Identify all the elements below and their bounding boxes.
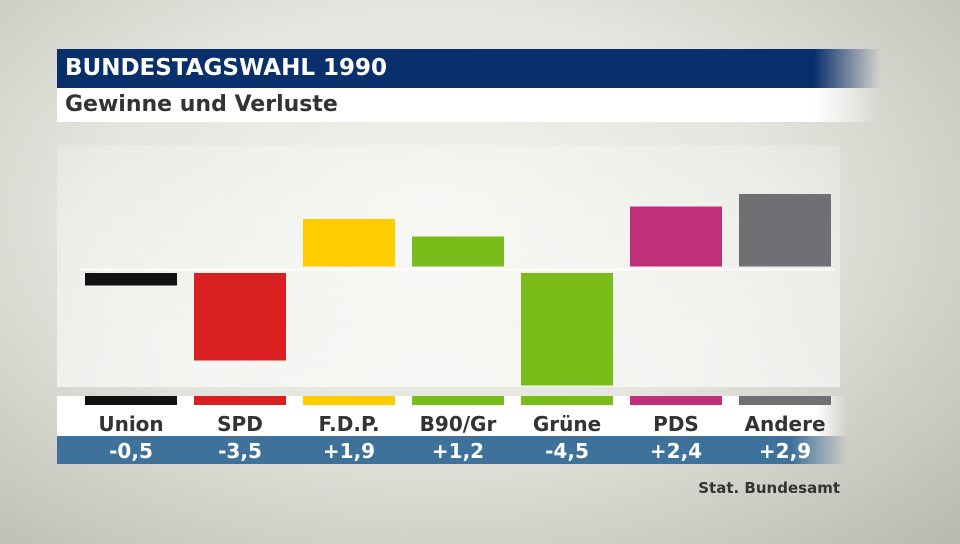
bar-3 (412, 236, 504, 267)
legend-swatch-6 (739, 396, 831, 405)
value-label: +2,4 (650, 439, 702, 463)
category-label: PDS (653, 412, 699, 436)
category-label: SPD (217, 412, 263, 436)
value-label: -3,5 (218, 439, 262, 463)
legend-swatch-3 (412, 396, 504, 405)
chart-title: BUNDESTAGSWAHL 1990 (57, 49, 880, 88)
legend-swatch-0 (85, 396, 177, 405)
legend-swatch-4 (521, 396, 613, 405)
bar-2 (303, 219, 395, 267)
value-band (57, 436, 847, 464)
category-label: F.D.P. (318, 412, 379, 436)
category-label: Grüne (533, 412, 601, 436)
value-label: +1,9 (323, 439, 375, 463)
category-label: Andere (744, 412, 825, 436)
bar-6 (739, 194, 831, 267)
bar-1 (194, 273, 286, 361)
bar-4 (521, 273, 613, 386)
legend-swatch-1 (194, 396, 286, 405)
value-label: -4,5 (545, 439, 589, 463)
value-label: -0,5 (109, 439, 153, 463)
category-label: Union (98, 412, 163, 436)
chart-subtitle: Gewinne und Verluste (57, 88, 880, 122)
value-label: +2,9 (759, 439, 811, 463)
source-note: Stat. Bundesamt (698, 479, 840, 497)
legend-swatch-2 (303, 396, 395, 405)
bar-5 (630, 206, 722, 267)
category-label: B90/Gr (420, 412, 497, 436)
value-label: +1,2 (432, 439, 484, 463)
legend-swatch-5 (630, 396, 722, 405)
bar-0 (85, 273, 177, 286)
